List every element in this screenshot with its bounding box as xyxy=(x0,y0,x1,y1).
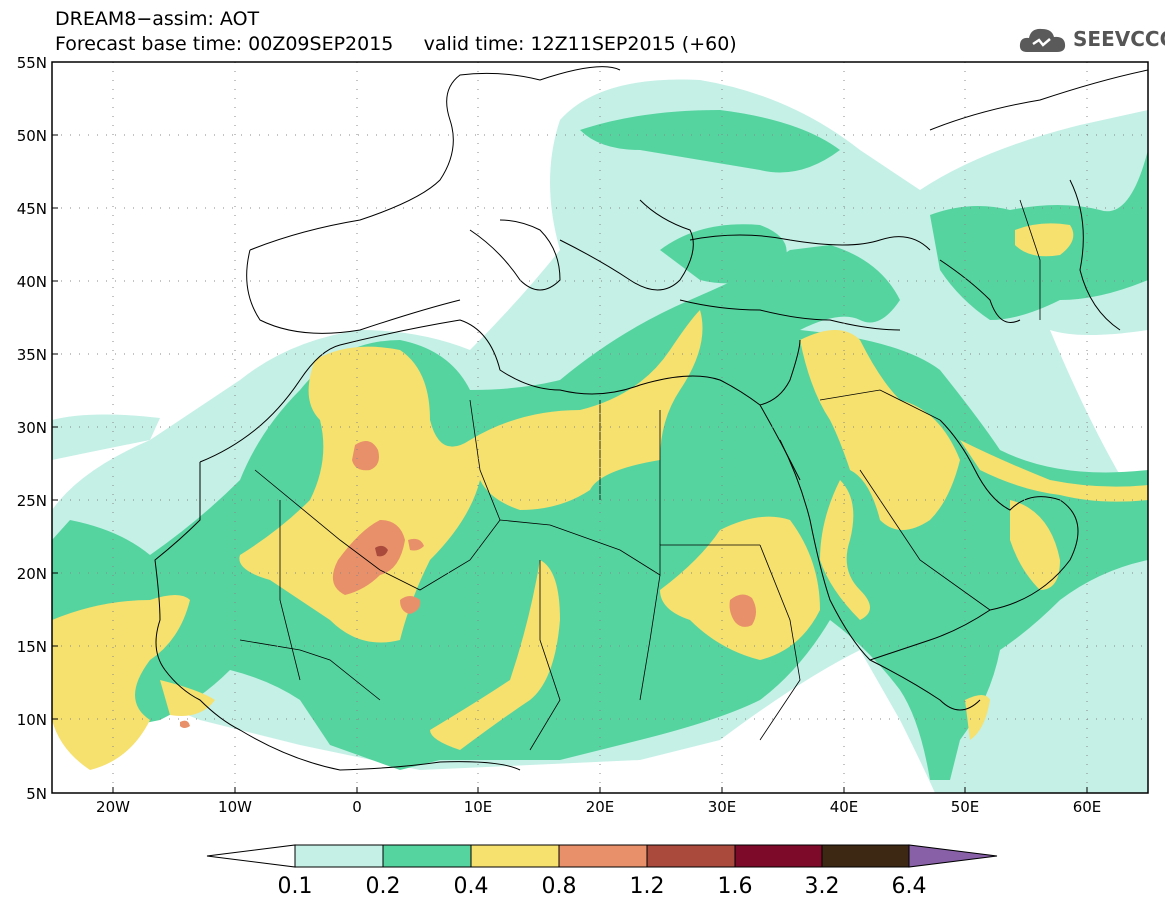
aot-field xyxy=(52,62,1148,793)
colorbar-segment xyxy=(734,844,823,868)
lon-label: 50E xyxy=(951,798,980,816)
colorbar-label: 0.1 xyxy=(278,874,313,899)
lat-label: 40N xyxy=(17,273,47,291)
colorbar-segment xyxy=(558,844,648,868)
colorbar-label: 0.4 xyxy=(454,874,489,899)
colorbar-label: 1.2 xyxy=(630,874,665,899)
lat-label: 30N xyxy=(17,419,47,437)
colorbar-label: 6.4 xyxy=(892,874,927,899)
colorbar-segment xyxy=(821,844,910,868)
cloud-icon xyxy=(1019,28,1066,52)
lon-label: 20W xyxy=(96,798,130,816)
ticks xyxy=(52,61,1088,794)
longitude-labels: 20W 10W 0 10E 20E 30E 40E 50E 60E xyxy=(96,798,1101,816)
colorbar-label: 0.8 xyxy=(542,874,577,899)
logo-text: SEEVCCC xyxy=(1073,27,1165,51)
colorbar-upper-arrow xyxy=(908,844,998,868)
latitude-labels: 55N 50N 45N 40N 35N 30N 25N 20N 15N 10N … xyxy=(17,54,47,803)
lat-label: 50N xyxy=(17,127,47,145)
lat-label: 5N xyxy=(26,785,47,803)
seevccc-logo: SEEVCCC xyxy=(1017,22,1165,56)
lon-label: 40E xyxy=(830,798,859,816)
colorbar-segment xyxy=(646,844,736,868)
colorbar-lower-arrow xyxy=(206,844,296,868)
lon-label: 0 xyxy=(352,798,362,816)
colorbar-segment xyxy=(294,844,384,868)
colorbar-label: 0.2 xyxy=(366,874,401,899)
lon-label: 30E xyxy=(708,798,737,816)
lat-label: 45N xyxy=(17,200,47,218)
colorbar: 0.1 0.2 0.4 0.8 1.2 1.6 3.2 6.4 xyxy=(206,844,998,899)
colorbar-segment xyxy=(470,844,560,868)
colorbar-label: 3.2 xyxy=(805,874,840,899)
map-subtitle: Forecast base time: 00Z09SEP2015 valid t… xyxy=(55,33,737,55)
lat-label: 15N xyxy=(17,638,47,656)
colorbar-label: 1.6 xyxy=(718,874,753,899)
lon-label: 60E xyxy=(1073,798,1102,816)
lon-label: 10E xyxy=(464,798,493,816)
lat-label: 35N xyxy=(17,346,47,364)
lat-label: 10N xyxy=(17,711,47,729)
aot-level-0.8 xyxy=(180,441,756,728)
lon-label: 20E xyxy=(586,798,615,816)
map-title: DREAM8−assim: AOT xyxy=(55,8,260,30)
lon-label: 10W xyxy=(218,798,252,816)
coastlines xyxy=(154,66,1148,771)
lat-label: 20N xyxy=(17,565,47,583)
colorbar-segment xyxy=(382,844,472,868)
lat-label: 25N xyxy=(17,492,47,510)
aot-level-1.2 xyxy=(375,545,388,557)
lat-label: 55N xyxy=(17,54,47,72)
